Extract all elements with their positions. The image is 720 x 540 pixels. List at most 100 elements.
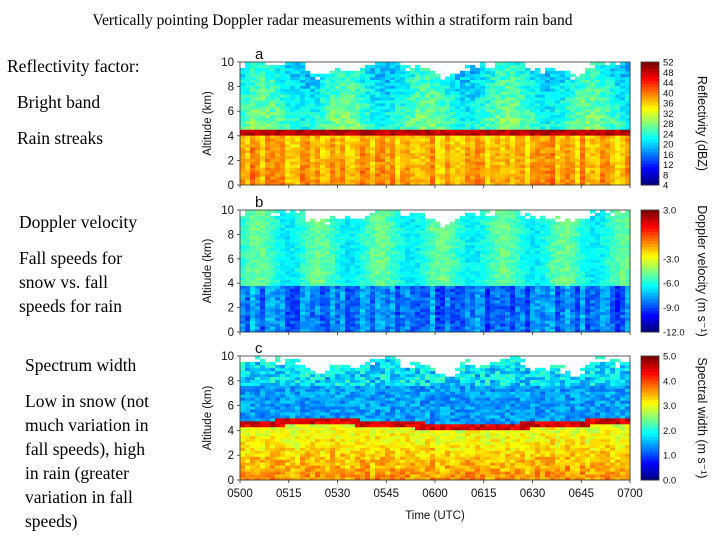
heatmap-cell (330, 221, 336, 225)
heatmap-cell (545, 114, 551, 119)
heatmap-cell (610, 62, 616, 66)
heatmap-cell (475, 144, 481, 148)
heatmap-cell (255, 129, 261, 133)
heatmap-cell (395, 314, 401, 318)
heatmap-cell (310, 314, 316, 318)
heatmap-cell (270, 170, 276, 174)
heatmap-cell (325, 103, 331, 107)
heatmap-cell (445, 129, 451, 133)
heatmap-cell (435, 120, 441, 124)
heatmap-cell (340, 103, 346, 107)
heatmap-cell (250, 100, 256, 104)
heatmap-cell (415, 233, 421, 237)
heatmap-cell (420, 212, 426, 217)
heatmap-cell (530, 100, 536, 104)
heatmap-cell (260, 97, 266, 101)
heatmap-cell (460, 70, 466, 75)
heatmap-cell (430, 273, 436, 278)
heatmap-cell (380, 103, 386, 107)
heatmap-cell (315, 94, 321, 98)
heatmap-cell (590, 138, 596, 142)
heatmap-cell (610, 152, 616, 157)
heatmap-cell (475, 170, 481, 174)
heatmap-cell (345, 103, 351, 107)
heatmap-cell (420, 149, 426, 154)
heatmap-cell (555, 161, 561, 165)
heatmap-cell (450, 94, 456, 98)
heatmap-cell (245, 302, 251, 307)
heatmap-cell (240, 79, 246, 83)
heatmap-cell (355, 138, 361, 142)
heatmap-cell (510, 164, 516, 168)
heatmap-cell (455, 282, 461, 286)
heatmap-cell (275, 135, 281, 139)
heatmap-cell (250, 64, 256, 69)
heatmap-cell (350, 236, 356, 240)
heatmap-cell (280, 120, 286, 124)
heatmap-cell (355, 144, 361, 148)
heatmap-cell (425, 67, 431, 72)
heatmap-cell (280, 126, 286, 130)
heatmap-cell (460, 132, 466, 136)
heatmap-cell (465, 76, 471, 80)
heatmap-cell (435, 244, 441, 249)
heatmap-cell (280, 244, 286, 249)
heatmap-cell (410, 176, 416, 180)
heatmap-cell (375, 158, 381, 162)
heatmap-cell (445, 300, 451, 304)
heatmap-cell (620, 123, 626, 127)
heatmap-cell (385, 247, 391, 252)
heatmap-cell (335, 300, 341, 304)
heatmap-cell (335, 323, 341, 327)
heatmap-cell (395, 94, 401, 98)
heatmap-cell (255, 233, 261, 237)
heatmap-cell (255, 285, 261, 289)
heatmap-cell (335, 244, 341, 249)
heatmap-cell (465, 161, 471, 165)
colorbar-swatch (641, 62, 659, 66)
heatmap-cell (260, 297, 266, 301)
heatmap-cell (260, 85, 266, 89)
heatmap-cell (245, 64, 251, 69)
heatmap-cell (345, 227, 351, 231)
heatmap-cell (490, 155, 496, 160)
heatmap-cell (280, 276, 286, 281)
heatmap-cell (240, 129, 246, 133)
heatmap-cell (405, 285, 411, 289)
heatmap-cell (385, 141, 391, 145)
heatmap-cell (475, 67, 481, 72)
heatmap-cell (500, 103, 506, 107)
heatmap-cell (280, 82, 286, 86)
heatmap-cell (310, 268, 316, 272)
heatmap-cell (515, 123, 521, 127)
heatmap-cell (445, 302, 451, 307)
heatmap-cell (550, 129, 556, 133)
heatmap-cell (240, 218, 246, 223)
heatmap-cell (305, 227, 311, 231)
heatmap-cell (325, 288, 331, 292)
heatmap-cell (595, 114, 601, 119)
heatmap-cell (410, 294, 416, 298)
heatmap-cell (345, 265, 351, 269)
heatmap-cell (560, 79, 566, 83)
heatmap-cell (315, 144, 321, 148)
heatmap-cell (595, 67, 601, 72)
heatmap-cell (625, 144, 631, 148)
heatmap-cell (435, 259, 441, 263)
heatmap-cell (385, 230, 391, 234)
heatmap-cell (335, 91, 341, 95)
heatmap-cell (335, 67, 341, 72)
heatmap-cell (595, 144, 601, 148)
heatmap-cell (345, 253, 351, 257)
heatmap-cell (495, 132, 501, 136)
heatmap-cell (290, 170, 296, 174)
heatmap-cell (360, 132, 366, 136)
heatmap-cell (455, 141, 461, 145)
heatmap-cell (580, 85, 586, 89)
heatmap-cell (325, 126, 331, 130)
heatmap-cell (265, 94, 271, 98)
heatmap-cell (515, 141, 521, 145)
heatmap-cell (445, 250, 451, 254)
heatmap-cell (560, 170, 566, 174)
